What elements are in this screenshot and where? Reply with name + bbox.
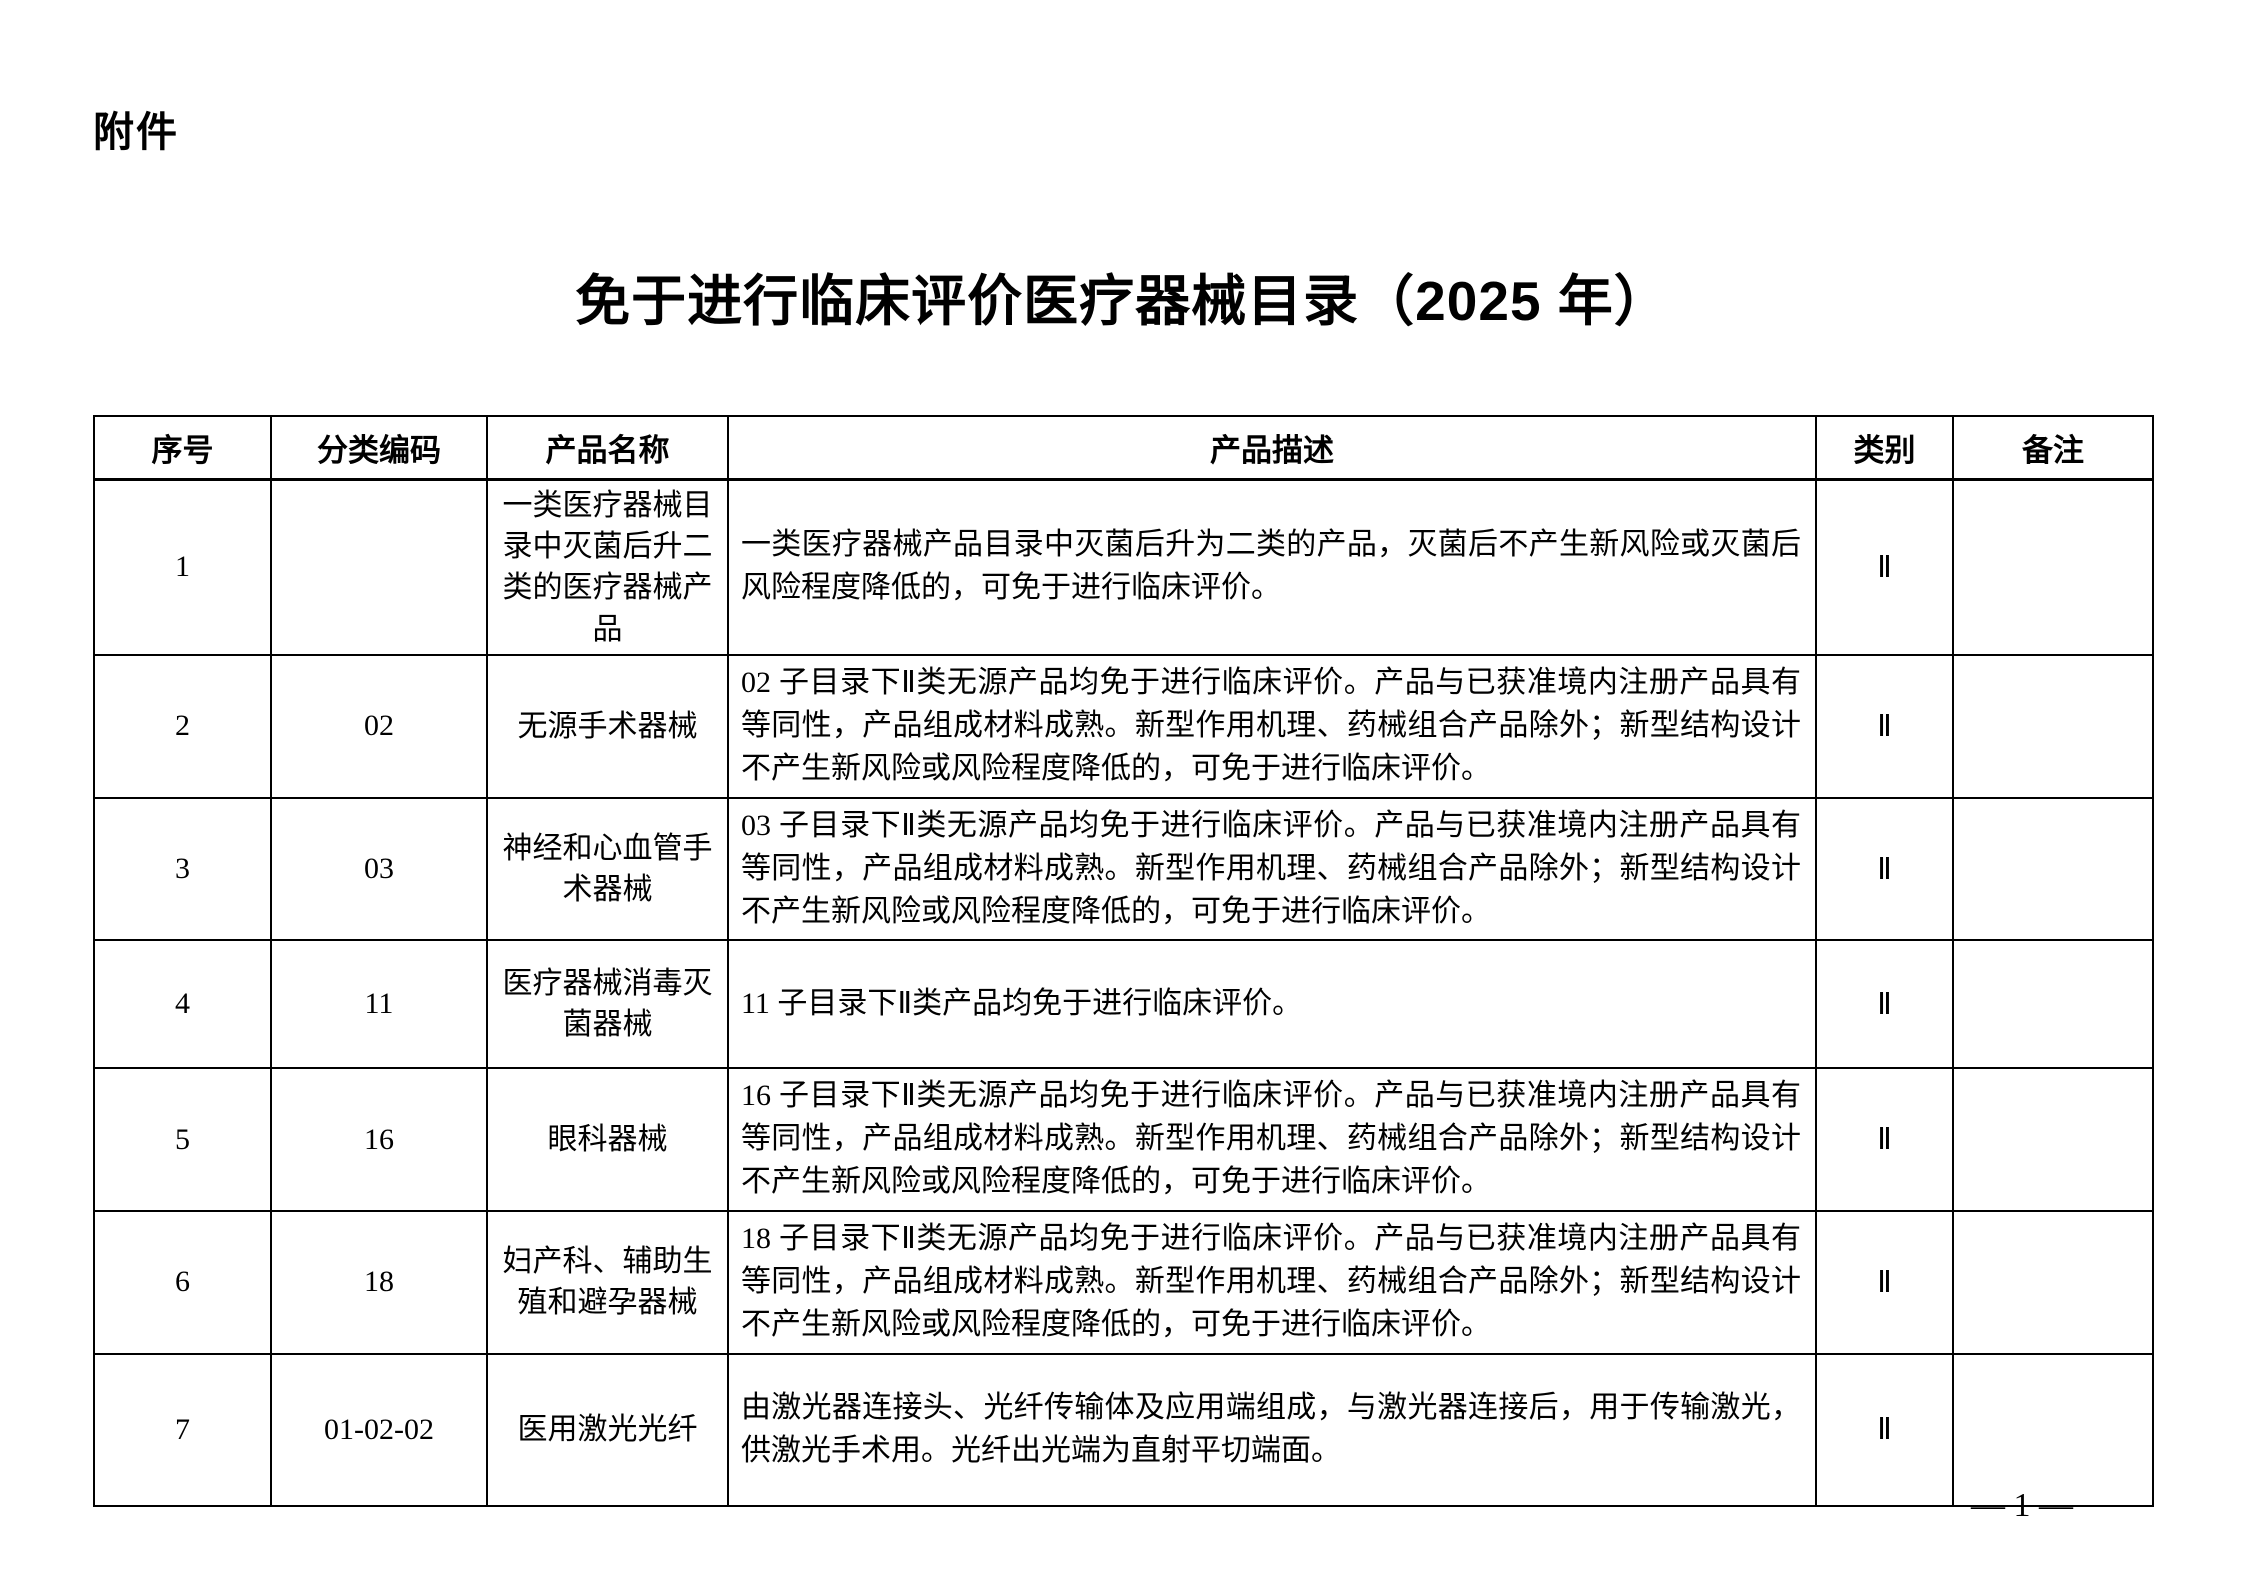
- cell-category: Ⅱ: [1815, 939, 1954, 1070]
- cell-product-name: 一类医疗器械目录中灭菌后升二类的医疗器械产品: [486, 477, 729, 657]
- cell-no: 5: [93, 1067, 272, 1213]
- cell-code: 16: [270, 1067, 488, 1213]
- cell-no: 2: [93, 654, 272, 799]
- cell-product-desc: 16 子目录下Ⅱ类无源产品均免于进行临床评价。产品与已获准境内注册产品具有等同性…: [727, 1067, 1817, 1213]
- cell-remark: [1952, 1210, 2154, 1355]
- cell-code: [270, 477, 488, 657]
- table-row: 6 18 妇产科、辅助生殖和避孕器械 18 子目录下Ⅱ类无源产品均免于进行临床评…: [93, 1210, 2154, 1355]
- table-header-row: 序号 分类编码 产品名称 产品描述 类别 备注: [93, 415, 2154, 481]
- cell-no: 7: [93, 1352, 272, 1507]
- column-header-desc: 产品描述: [727, 415, 1817, 481]
- cell-category: Ⅱ: [1815, 477, 1954, 657]
- cell-product-name: 无源手术器械: [486, 654, 729, 799]
- cell-remark: [1952, 477, 2154, 657]
- cell-category: Ⅱ: [1815, 1352, 1954, 1507]
- cell-code: 02: [270, 654, 488, 799]
- cell-product-name: 医用激光光纤: [486, 1352, 729, 1507]
- cell-category: Ⅱ: [1815, 654, 1954, 799]
- cell-product-desc: 11 子目录下Ⅱ类产品均免于进行临床评价。: [727, 939, 1817, 1070]
- cell-product-name: 医疗器械消毒灭菌器械: [486, 939, 729, 1070]
- page-title: 免于进行临床评价医疗器械目录（2025 年）: [575, 270, 1670, 332]
- cell-product-desc: 03 子目录下Ⅱ类无源产品均免于进行临床评价。产品与已获准境内注册产品具有等同性…: [727, 796, 1817, 942]
- cell-code: 18: [270, 1210, 488, 1355]
- cell-remark: [1952, 1352, 2154, 1507]
- cell-no: 1: [93, 477, 272, 657]
- table-row: 2 02 无源手术器械 02 子目录下Ⅱ类无源产品均免于进行临床评价。产品与已获…: [93, 654, 2154, 799]
- cell-code: 01-02-02: [270, 1352, 488, 1507]
- table-row: 5 16 眼科器械 16 子目录下Ⅱ类无源产品均免于进行临床评价。产品与已获准境…: [93, 1067, 2154, 1213]
- cell-category: Ⅱ: [1815, 1210, 1954, 1355]
- cell-category: Ⅱ: [1815, 1067, 1954, 1213]
- cell-product-desc: 一类医疗器械产品目录中灭菌后升为二类的产品，灭菌后不产生新风险或灭菌后风险程度降…: [727, 477, 1817, 657]
- table-row: 7 01-02-02 医用激光光纤 由激光器连接头、光纤传输体及应用端组成，与激…: [93, 1352, 2154, 1507]
- cell-remark: [1952, 1067, 2154, 1213]
- table-row: 3 03 神经和心血管手术器械 03 子目录下Ⅱ类无源产品均免于进行临床评价。产…: [93, 796, 2154, 942]
- cell-product-desc: 02 子目录下Ⅱ类无源产品均免于进行临床评价。产品与已获准境内注册产品具有等同性…: [727, 654, 1817, 799]
- column-header-category: 类别: [1815, 415, 1954, 481]
- column-header-name: 产品名称: [486, 415, 729, 481]
- cell-no: 6: [93, 1210, 272, 1355]
- table-row: 4 11 医疗器械消毒灭菌器械 11 子目录下Ⅱ类产品均免于进行临床评价。 Ⅱ: [93, 939, 2154, 1070]
- table-row: 1 一类医疗器械目录中灭菌后升二类的医疗器械产品 一类医疗器械产品目录中灭菌后升…: [93, 477, 2154, 657]
- column-header-code: 分类编码: [270, 415, 488, 481]
- column-header-remark: 备注: [1952, 415, 2154, 481]
- cell-remark: [1952, 939, 2154, 1070]
- cell-remark: [1952, 654, 2154, 799]
- cell-code: 03: [270, 796, 488, 942]
- page-number: — 1 —: [1971, 1487, 2073, 1524]
- cell-product-name: 妇产科、辅助生殖和避孕器械: [486, 1210, 729, 1355]
- cell-product-desc: 18 子目录下Ⅱ类无源产品均免于进行临床评价。产品与已获准境内注册产品具有等同性…: [727, 1210, 1817, 1355]
- cell-product-name: 神经和心血管手术器械: [486, 796, 729, 942]
- device-catalog-table: 序号 分类编码 产品名称 产品描述 类别 备注 1 一类医疗器械目录中灭菌后升二…: [93, 415, 2154, 1507]
- cell-no: 3: [93, 796, 272, 942]
- cell-product-desc: 由激光器连接头、光纤传输体及应用端组成，与激光器连接后，用于传输激光，供激光手术…: [727, 1352, 1817, 1507]
- cell-code: 11: [270, 939, 488, 1070]
- cell-remark: [1952, 796, 2154, 942]
- attachment-label: 附件: [93, 109, 179, 155]
- cell-no: 4: [93, 939, 272, 1070]
- cell-product-name: 眼科器械: [486, 1067, 729, 1213]
- column-header-no: 序号: [93, 415, 272, 481]
- cell-category: Ⅱ: [1815, 796, 1954, 942]
